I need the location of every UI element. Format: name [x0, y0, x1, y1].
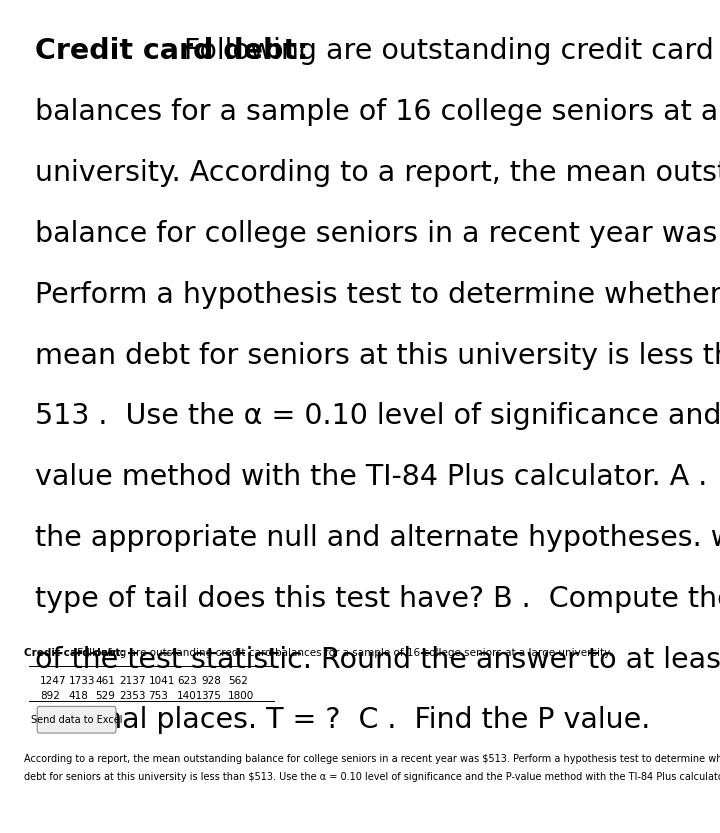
- Text: 562: 562: [228, 676, 248, 686]
- Text: Credit card debt:: Credit card debt:: [24, 648, 125, 658]
- Text: Following are outstanding credit card balances for a sample of 16 college senior: Following are outstanding credit card ba…: [74, 648, 613, 658]
- Text: 1041: 1041: [148, 676, 175, 686]
- Text: 2353: 2353: [120, 691, 146, 701]
- Text: According to a report, the mean outstanding balance for college seniors in a rec: According to a report, the mean outstand…: [24, 754, 720, 764]
- Text: 461: 461: [95, 676, 115, 686]
- Text: Credit card debt:: Credit card debt:: [35, 37, 309, 66]
- Text: the appropriate null and alternate hypotheses. what: the appropriate null and alternate hypot…: [35, 524, 720, 552]
- Text: 623: 623: [177, 676, 197, 686]
- FancyBboxPatch shape: [37, 706, 116, 733]
- Text: 1247: 1247: [40, 676, 66, 686]
- Text: decimal places. T = ?  C .  Find the P value.: decimal places. T = ? C . Find the P val…: [35, 706, 651, 735]
- Text: 529: 529: [95, 691, 115, 701]
- Text: debt for seniors at this university is less than $513. Use the α = 0.10 level of: debt for seniors at this university is l…: [24, 772, 720, 782]
- Text: 1733: 1733: [68, 676, 95, 686]
- Text: of the test statistic. Round the answer to at least three: of the test statistic. Round the answer …: [35, 646, 720, 674]
- Text: balance for college seniors in a recent year was $513 .: balance for college seniors in a recent …: [35, 220, 720, 248]
- Text: mean debt for seniors at this university is less than $: mean debt for seniors at this university…: [35, 342, 720, 370]
- Text: university. According to a report, the mean outstanding: university. According to a report, the m…: [35, 159, 720, 187]
- Text: value method with the TI-84 Plus calculator. A .  State: value method with the TI-84 Plus calcula…: [35, 463, 720, 491]
- Text: type of tail does this test have? B .  Compute the value: type of tail does this test have? B . Co…: [35, 585, 720, 613]
- Text: 513 .  Use the α = 0.10 level of significance and the P -: 513 . Use the α = 0.10 level of signific…: [35, 402, 720, 431]
- Text: 375: 375: [202, 691, 221, 701]
- Text: 892: 892: [40, 691, 60, 701]
- Text: Perform a hypothesis test to determine whether the: Perform a hypothesis test to determine w…: [35, 281, 720, 309]
- Text: Following are outstanding credit card: Following are outstanding credit card: [175, 37, 714, 66]
- Text: 928: 928: [202, 676, 221, 686]
- Text: 418: 418: [68, 691, 89, 701]
- Text: 1401: 1401: [177, 691, 204, 701]
- Text: 753: 753: [148, 691, 168, 701]
- Text: 2137: 2137: [120, 676, 146, 686]
- Text: balances for a sample of 16 college seniors at a large: balances for a sample of 16 college seni…: [35, 98, 720, 127]
- Text: Send data to Excel: Send data to Excel: [31, 715, 122, 725]
- Text: 1800: 1800: [228, 691, 254, 701]
